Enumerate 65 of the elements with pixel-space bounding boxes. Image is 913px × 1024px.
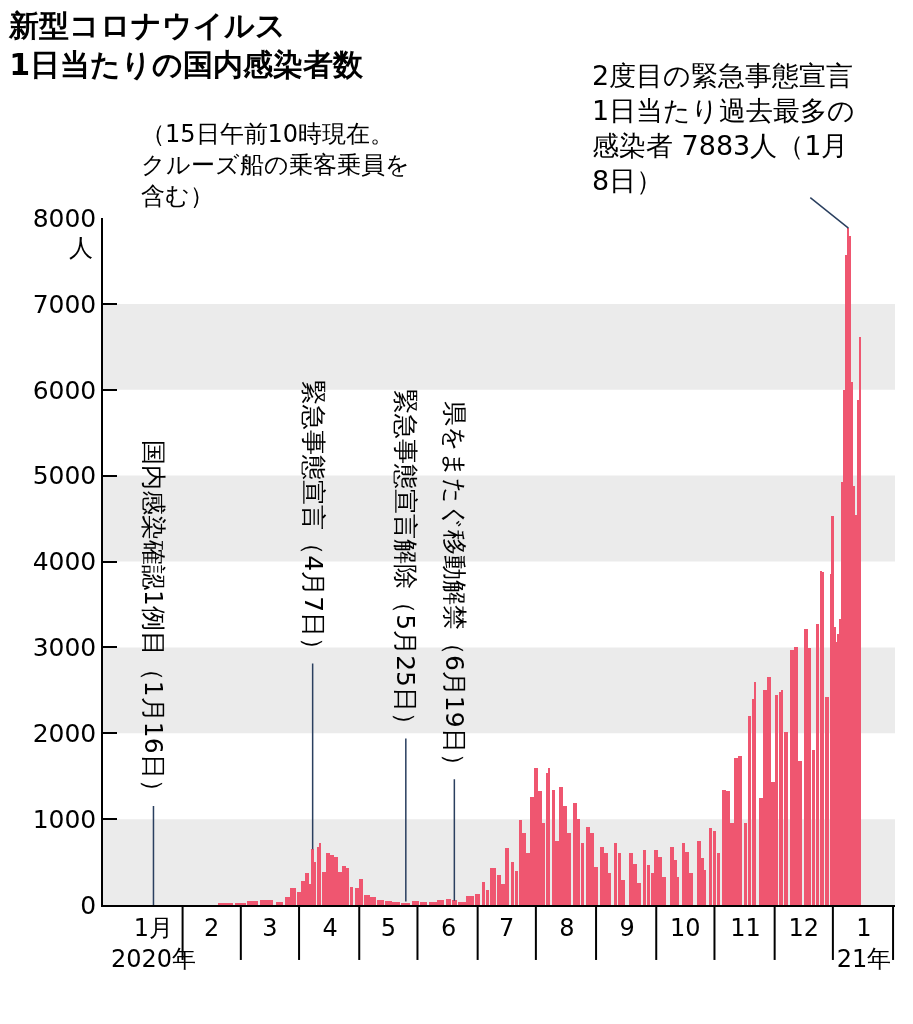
- bar: [670, 847, 674, 905]
- bar: [346, 868, 349, 905]
- bar: [734, 758, 738, 905]
- y-tick-label: 2000: [32, 719, 97, 748]
- bar: [548, 768, 550, 905]
- y-tick-label: 0: [80, 890, 97, 920]
- annotation: 県をまたぐ移動解禁（6月19日）: [439, 400, 469, 778]
- x-tick-label: 3: [262, 913, 278, 942]
- bar: [305, 873, 309, 905]
- chart-title: 新型コロナウイルス 1日当たりの国内感染者数: [8, 7, 364, 82]
- bar: [505, 848, 509, 905]
- bar: [629, 853, 633, 905]
- x-tick-label: 2: [204, 913, 220, 942]
- bar: [586, 827, 590, 905]
- bar: [722, 790, 726, 905]
- x-tick-label: 9: [619, 913, 635, 942]
- y-tick-label: 6000: [32, 375, 97, 405]
- bar: [709, 828, 712, 905]
- bar: [334, 857, 338, 905]
- bar: [726, 791, 730, 905]
- bar: [804, 629, 808, 905]
- x-tick-label: 5: [380, 913, 396, 942]
- y-tick-label: 5000: [32, 461, 97, 491]
- bar: [654, 850, 658, 905]
- bar: [519, 820, 522, 905]
- bar: [738, 756, 742, 905]
- bar: [559, 787, 563, 905]
- x-tick-label: 12: [788, 913, 820, 942]
- y-tick-label: 4000: [32, 547, 97, 577]
- x-tick-label: 10: [670, 913, 701, 942]
- annotation: 緊急事態宣言解除（5月25日）: [390, 389, 420, 738]
- x-tick-label: 6: [440, 913, 457, 942]
- bar: [511, 862, 514, 905]
- bar: [643, 850, 646, 905]
- bar: [614, 843, 617, 905]
- bar: [573, 803, 577, 905]
- y-tick-label: 7000: [32, 289, 97, 319]
- bar: [775, 695, 778, 905]
- bar: [713, 831, 716, 905]
- bar: [697, 841, 701, 905]
- bar: [326, 853, 330, 905]
- x-tick-label: 7: [499, 913, 515, 942]
- bar: [790, 650, 794, 905]
- annotation: 国内感染確認1例目（1月16日）: [138, 439, 168, 804]
- y-tick-label: 8000: [32, 203, 97, 233]
- bar: [767, 677, 771, 905]
- bar: [682, 843, 685, 905]
- x-tick-label: 8: [559, 913, 575, 942]
- annotation: 緊急事態宣言（4月7日）: [298, 380, 328, 663]
- x-tick-label: 11: [730, 913, 761, 942]
- x-tick-label: 1 21年: [836, 913, 892, 973]
- bar: [317, 847, 319, 905]
- bar: [482, 882, 485, 905]
- bar: [552, 790, 555, 905]
- y-tick-label: 1000: [32, 804, 97, 834]
- annotation: 2度目の緊急事態宣言1日当たり過去最多の感染者 7883人（1月8日）: [592, 60, 856, 197]
- bar: [859, 337, 861, 905]
- y-axis-title: 人: [69, 234, 93, 262]
- bar: [794, 647, 798, 905]
- bar: [754, 682, 756, 905]
- x-tick-label: 1月 2020年: [110, 913, 197, 973]
- x-tick-label: 4: [322, 913, 338, 942]
- y-tick-label: 3000: [32, 633, 97, 663]
- text: （15日午前10時現在。クルーズ船の乗客乗員を含む）: [141, 120, 410, 211]
- bar: [600, 847, 604, 905]
